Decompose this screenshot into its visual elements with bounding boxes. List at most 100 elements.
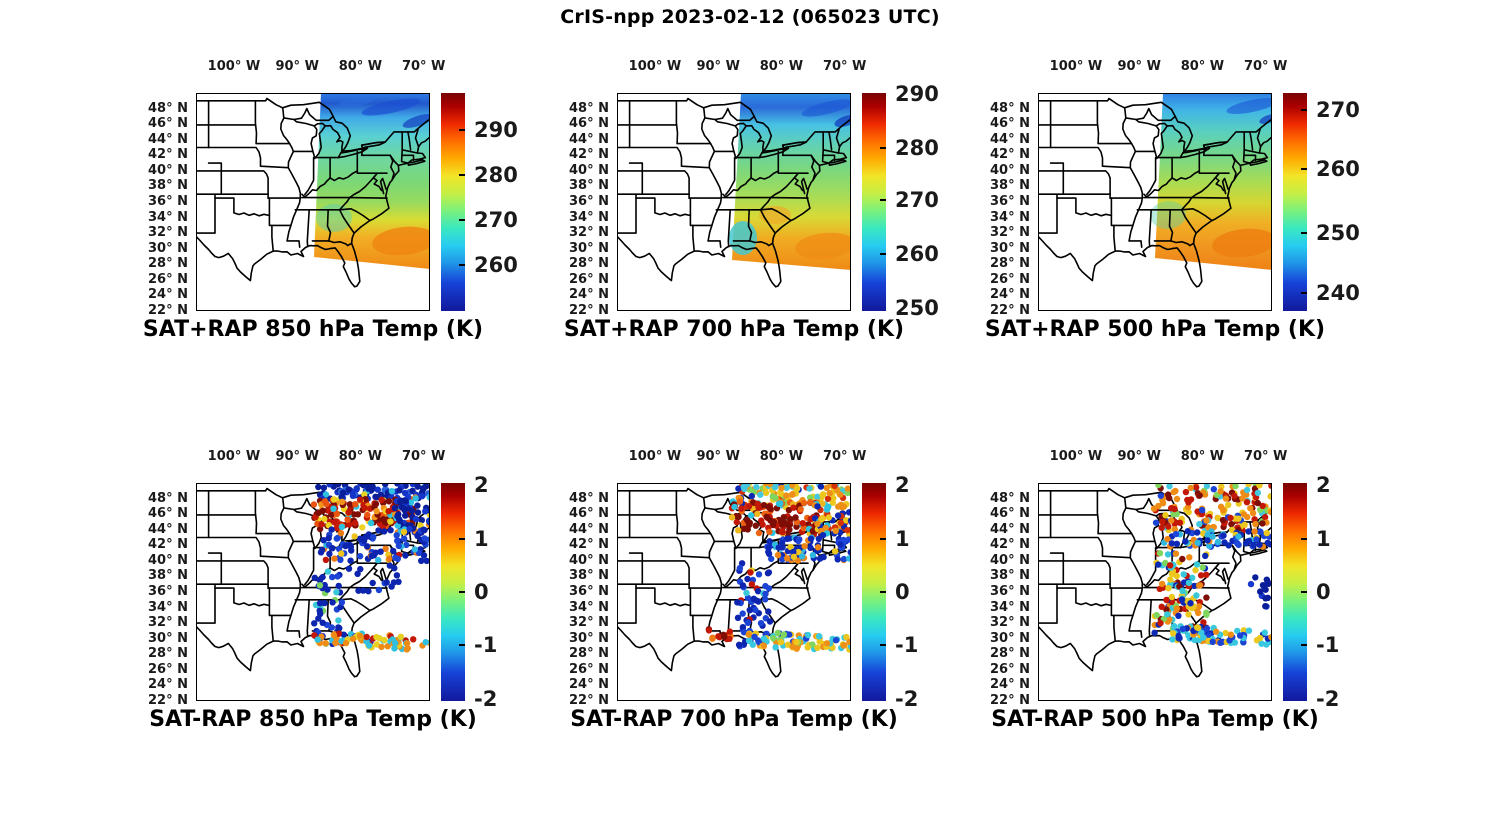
swath-detail-blob bbox=[316, 204, 352, 232]
lat-tick-label: 44° N bbox=[148, 131, 188, 147]
colorbar-tick-label: 0 bbox=[895, 580, 910, 604]
lat-tick-label: 48° N bbox=[148, 490, 188, 506]
colorbar-tick-label: 270 bbox=[1316, 98, 1360, 123]
colorbar-tick-mark bbox=[1301, 168, 1307, 171]
colorbar-tick-label: -2 bbox=[895, 686, 919, 711]
lat-tick-label: 32° N bbox=[148, 225, 188, 241]
lat-tick-label: 24° N bbox=[569, 677, 609, 693]
lat-tick-label: 34° N bbox=[148, 209, 188, 225]
colorbar-tick-label: 280 bbox=[474, 163, 518, 188]
lat-tick-label: 30° N bbox=[990, 630, 1030, 646]
lat-tick-label: 30° N bbox=[569, 240, 609, 256]
colorbar-tick-label: -2 bbox=[1316, 686, 1340, 711]
lat-tick-label: 32° N bbox=[569, 615, 609, 631]
lat-tick-label: 22° N bbox=[148, 303, 188, 318]
lon-tick-label: 70° W bbox=[1243, 59, 1288, 74]
colorbar-tick-mark bbox=[459, 644, 465, 647]
colorbar-tick-label: 260 bbox=[1316, 157, 1360, 182]
colorbar-tick-mark bbox=[880, 591, 886, 593]
lat-tick-label: 38° N bbox=[990, 568, 1030, 584]
lat-tick-label: 32° N bbox=[148, 615, 188, 631]
lat-tick-label: 38° N bbox=[148, 568, 188, 584]
lat-tick-label: 40° N bbox=[148, 552, 188, 568]
lat-tick-label: 42° N bbox=[148, 147, 188, 163]
lat-tick-label: 28° N bbox=[148, 646, 188, 662]
scatter-dots bbox=[705, 483, 851, 653]
map-axes-sat-minus-rap-700 bbox=[617, 483, 851, 701]
colorbar-tick-label: 250 bbox=[895, 295, 939, 320]
swath-detail-blob bbox=[338, 97, 374, 107]
lat-tick-label: 28° N bbox=[569, 646, 609, 662]
panel-title: SAT-RAP 700 hPa Temp (K) bbox=[570, 707, 898, 732]
lat-tick-label: 36° N bbox=[990, 584, 1030, 599]
lon-tick-label: 70° W bbox=[401, 449, 446, 464]
colorbar-tick-label: 0 bbox=[474, 580, 489, 604]
colorbar-tick-label: 290 bbox=[895, 82, 939, 107]
swath-detail-blob bbox=[759, 206, 791, 224]
lat-tick-label: 30° N bbox=[148, 630, 188, 646]
figure-title: CrIS-npp 2023-02-12 (065023 UTC) bbox=[560, 6, 940, 28]
colorbar-tick-mark bbox=[459, 219, 465, 222]
lat-tick-label: 46° N bbox=[148, 116, 188, 132]
lat-tick-label: 34° N bbox=[148, 599, 188, 615]
colorbar-tick-mark bbox=[1301, 591, 1307, 593]
colorbar bbox=[1283, 93, 1307, 311]
lat-tick-label: 34° N bbox=[569, 599, 609, 615]
lon-tick-label: 70° W bbox=[401, 59, 446, 74]
lon-tick-label: 80° W bbox=[759, 59, 804, 74]
lat-tick-label: 42° N bbox=[990, 537, 1030, 553]
swath-detail-blob bbox=[801, 99, 851, 117]
lat-tick-label: 26° N bbox=[990, 661, 1030, 677]
lat-tick-label: 40° N bbox=[569, 162, 609, 178]
lon-tick-label: 80° W bbox=[1180, 449, 1225, 464]
lat-tick-label: 32° N bbox=[990, 615, 1030, 631]
lat-tick-label: 46° N bbox=[569, 506, 609, 522]
map-axes-sat-minus-rap-850 bbox=[196, 483, 430, 701]
swath-detail-blob bbox=[372, 226, 430, 256]
lon-tick-label: 100° W bbox=[207, 59, 261, 74]
lat-tick-label: 30° N bbox=[569, 630, 609, 646]
colorbar-tick-mark bbox=[1301, 231, 1307, 234]
colorbar-tick-mark bbox=[459, 174, 465, 177]
colorbar-tick-label: 1 bbox=[895, 526, 910, 551]
colorbar-tick-mark bbox=[880, 537, 886, 540]
scatter-dots bbox=[1150, 483, 1272, 648]
scatter-dots bbox=[310, 483, 430, 653]
colorbar bbox=[441, 93, 465, 311]
colorbar-tick-mark bbox=[1301, 537, 1307, 540]
lat-tick-label: 34° N bbox=[569, 209, 609, 225]
lon-tick-label: 80° W bbox=[338, 449, 383, 464]
colorbar-tick-mark bbox=[459, 537, 465, 540]
lat-tick-label: 36° N bbox=[569, 584, 609, 599]
panel-title: SAT-RAP 500 hPa Temp (K) bbox=[991, 707, 1319, 732]
lat-tick-label: 42° N bbox=[569, 147, 609, 163]
lat-tick-label: 38° N bbox=[569, 568, 609, 584]
lat-tick-label: 26° N bbox=[569, 271, 609, 287]
swath-detail-blob bbox=[834, 114, 851, 128]
colorbar-tick-mark bbox=[459, 591, 465, 593]
lon-tick-label: 100° W bbox=[628, 59, 682, 74]
lat-tick-label: 40° N bbox=[990, 162, 1030, 178]
lat-tick-label: 44° N bbox=[148, 521, 188, 537]
lat-tick-label: 46° N bbox=[569, 116, 609, 132]
colorbar-tick-label: 2 bbox=[1316, 473, 1331, 498]
lat-tick-label: 44° N bbox=[990, 521, 1030, 537]
lon-tick-label: 90° W bbox=[275, 449, 319, 464]
colorbar-tick-label: 270 bbox=[895, 187, 939, 212]
lon-tick-label: 90° W bbox=[696, 449, 740, 464]
colorbar-tick-label: 1 bbox=[1316, 526, 1331, 551]
map-axes-sat-plus-rap-700 bbox=[617, 93, 851, 311]
lat-tick-label: 26° N bbox=[148, 271, 188, 287]
lat-tick-label: 36° N bbox=[148, 584, 188, 599]
colorbar-tick-mark bbox=[880, 253, 886, 256]
swath-detail-blob bbox=[1259, 114, 1272, 124]
colorbar-tick-label: -1 bbox=[1316, 633, 1340, 658]
lat-tick-label: 46° N bbox=[148, 506, 188, 522]
colorbar-tick-label: 260 bbox=[895, 242, 939, 267]
lon-tick-label: 80° W bbox=[759, 449, 804, 464]
lon-tick-label: 100° W bbox=[1049, 59, 1103, 74]
colorbar-tick-label: 250 bbox=[1316, 220, 1360, 245]
lat-tick-label: 28° N bbox=[569, 256, 609, 272]
lon-tick-label: 70° W bbox=[1243, 449, 1288, 464]
lat-tick-label: 36° N bbox=[148, 194, 188, 209]
